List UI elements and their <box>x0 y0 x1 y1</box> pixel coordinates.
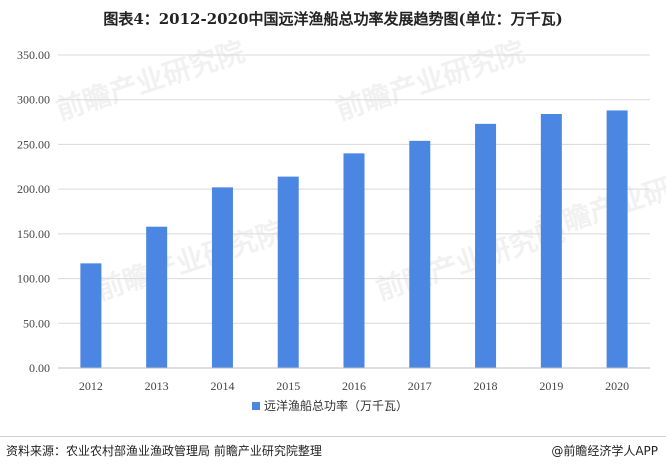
bar-2012 <box>80 263 102 368</box>
bar-2015 <box>277 176 299 368</box>
y-tick-label: 200.00 <box>17 182 50 196</box>
bar-2014 <box>211 187 233 368</box>
y-tick-label: 100.00 <box>17 272 50 286</box>
x-tick-label: 2015 <box>276 379 300 393</box>
y-tick-label: 350.00 <box>17 48 50 62</box>
x-tick-label: 2019 <box>539 379 563 393</box>
bar-2019 <box>540 114 562 368</box>
source-note: 资料来源：农业农村部渔业渔政管理局 前瞻产业研究院整理 <box>6 444 322 458</box>
x-tick-label: 2014 <box>210 379 234 393</box>
y-tick-label: 0.00 <box>29 361 50 375</box>
watermark-text: 前瞻产业研究院 <box>92 215 289 307</box>
chart-title: 图表4：2012-2020中国远洋渔船总功率发展趋势图(单位：万千瓦) <box>103 10 563 28</box>
bar-2016 <box>343 153 365 368</box>
footer-divider <box>0 436 666 437</box>
x-tick-label: 2020 <box>605 379 629 393</box>
credit-note: @前瞻经济学人APP <box>551 444 658 458</box>
bar-2018 <box>475 123 497 368</box>
x-tick-label: 2012 <box>79 379 103 393</box>
x-tick-label: 2016 <box>342 379 366 393</box>
x-tick-label: 2013 <box>145 379 169 393</box>
watermark-text: 前瞻产业研究院 <box>52 35 249 127</box>
y-tick-label: 300.00 <box>17 93 50 107</box>
y-tick-label: 250.00 <box>17 137 50 151</box>
y-axis-ticks: 0.00 50.00 100.00 150.00 200.00 250.00 300.00 3… <box>17 48 50 375</box>
bar-2020 <box>606 110 628 369</box>
y-tick-label: 50.00 <box>23 316 50 330</box>
x-tick-label: 2018 <box>474 379 498 393</box>
x-axis-ticks: 2012 2013 2014 2015 2016 2017 2018 2019 2020 <box>79 379 629 393</box>
legend-label: 远洋渔船总功率（万千瓦） <box>264 398 408 413</box>
y-tick-label: 150.00 <box>17 227 50 241</box>
x-tick-label: 2017 <box>408 379 432 393</box>
legend: 远洋渔船总功率（万千瓦） <box>252 398 408 413</box>
watermark-text: 前瞻产业研究院 <box>332 35 529 127</box>
bar-2013 <box>146 226 168 368</box>
bars <box>80 110 628 369</box>
bar-2017 <box>409 140 431 368</box>
legend-swatch <box>252 402 260 410</box>
